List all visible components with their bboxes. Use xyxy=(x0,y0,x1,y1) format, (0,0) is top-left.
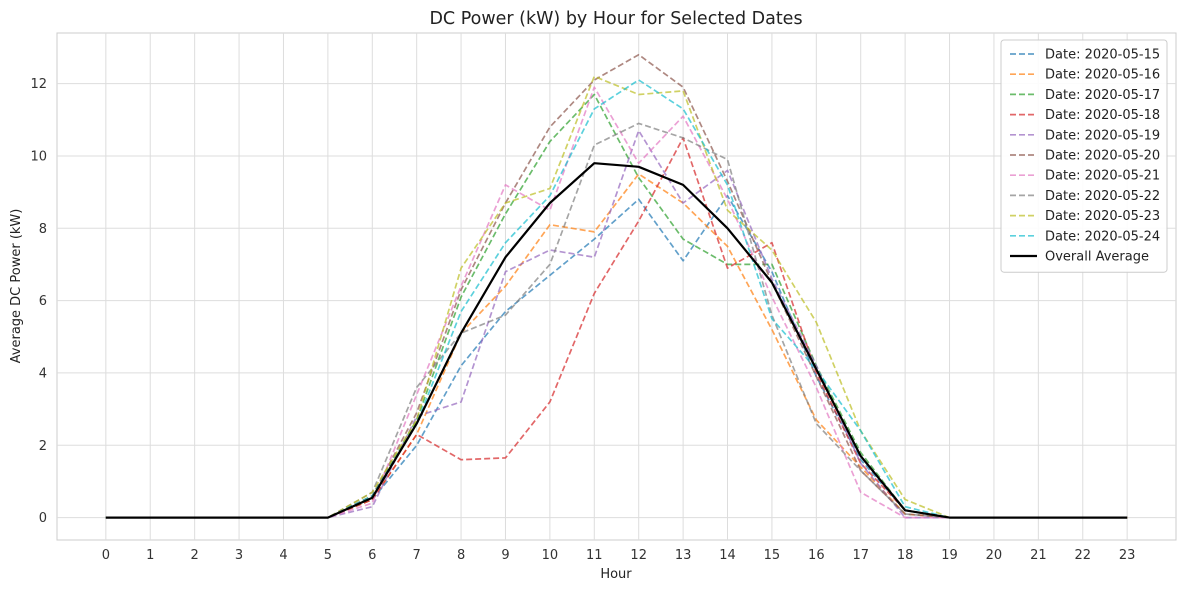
y-tick-label: 12 xyxy=(30,77,47,92)
y-tick-label: 2 xyxy=(39,439,47,454)
legend-entry: Overall Average xyxy=(1045,250,1149,265)
series-line-10 xyxy=(105,162,1128,519)
legend-entry: Date: 2020-05-24 xyxy=(1045,229,1160,244)
x-tick-label: 17 xyxy=(852,548,869,563)
x-tick-label: 13 xyxy=(675,548,692,563)
legend-entry: Date: 2020-05-16 xyxy=(1045,68,1160,83)
legend-entry: Date: 2020-05-17 xyxy=(1045,88,1160,103)
legend-entry: Date: 2020-05-22 xyxy=(1045,189,1160,204)
legend-entry: Date: 2020-05-21 xyxy=(1045,169,1160,184)
x-tick-label: 15 xyxy=(764,548,781,563)
x-tick-label: 5 xyxy=(324,548,332,563)
x-tick-label: 11 xyxy=(586,548,603,563)
x-tick-label: 20 xyxy=(986,548,1003,563)
series-line-9 xyxy=(105,79,1128,519)
x-tick-label: 23 xyxy=(1119,548,1136,563)
chart-title: DC Power (kW) by Hour for Selected Dates xyxy=(429,9,802,29)
legend: Date: 2020-05-15 Date: 2020-05-16 Date: 20… xyxy=(1000,39,1168,273)
x-tick-label: 2 xyxy=(191,548,199,563)
y-tick-label: 10 xyxy=(30,149,47,164)
y-tick-label: 0 xyxy=(39,511,47,526)
y-tick-label: 4 xyxy=(39,366,47,381)
plot-area xyxy=(56,32,1177,541)
x-tick-label: 6 xyxy=(368,548,376,563)
legend-entry: Date: 2020-05-18 xyxy=(1045,108,1160,123)
series-line-3 xyxy=(105,137,1128,519)
legend-box xyxy=(1000,39,1168,273)
x-tick-label: 9 xyxy=(501,548,509,563)
series-layer xyxy=(105,53,1128,519)
x-tick-label: 22 xyxy=(1074,548,1091,563)
x-tick-label: 8 xyxy=(457,548,465,563)
x-tick-label: 7 xyxy=(413,548,421,563)
y-axis-label: Average DC Power (kW) xyxy=(9,209,24,364)
x-tick-label: 19 xyxy=(941,548,958,563)
x-tick-label: 1 xyxy=(146,548,154,563)
x-tick-label: 0 xyxy=(102,548,110,563)
legend-entry: Date: 2020-05-19 xyxy=(1045,128,1160,143)
legend-entry: Date: 2020-05-20 xyxy=(1045,149,1160,164)
x-tick-label: 10 xyxy=(542,548,559,563)
x-tick-label: 16 xyxy=(808,548,825,563)
x-axis-label: Hour xyxy=(600,567,632,582)
x-tick-label: 21 xyxy=(1030,548,1047,563)
y-tick-label: 6 xyxy=(39,294,47,309)
legend-entry: Date: 2020-05-15 xyxy=(1045,48,1160,63)
y-tick-label: 8 xyxy=(39,222,47,237)
x-tick-label: 14 xyxy=(719,548,736,563)
series-line-4 xyxy=(105,129,1128,519)
legend-entry: Date: 2020-05-23 xyxy=(1045,209,1160,224)
x-tick-label: 18 xyxy=(897,548,914,563)
x-tick-label: 3 xyxy=(235,548,243,563)
tick-labels: 0 1 2 3 4 5 6 7 8 9 10 11 12 13 14 15 16 17 18 19 20 21 22 2302… xyxy=(30,77,1135,563)
x-tick-label: 12 xyxy=(630,548,647,563)
series-line-7 xyxy=(105,122,1128,519)
x-tick-label: 4 xyxy=(279,548,287,563)
